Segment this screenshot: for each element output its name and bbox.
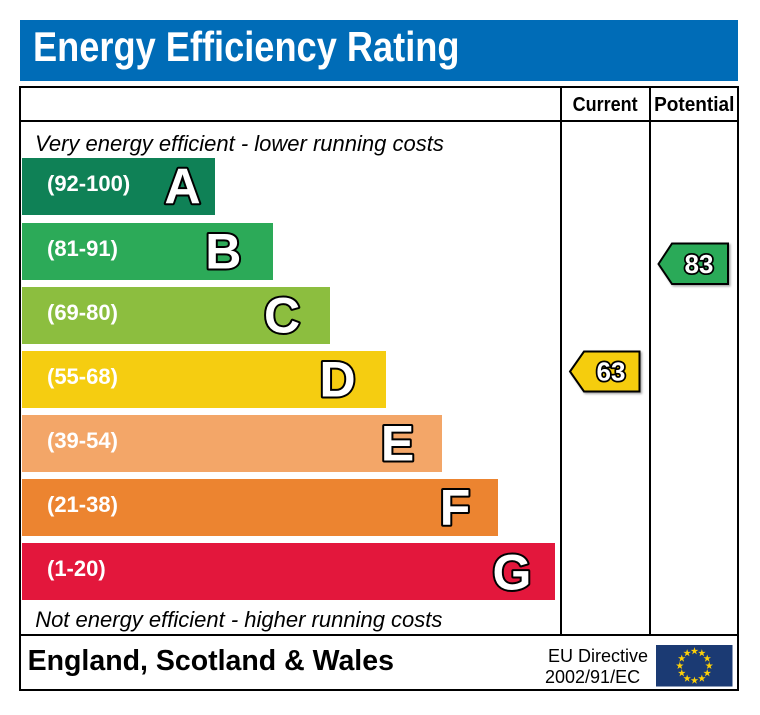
svg-text:D: D bbox=[319, 352, 355, 408]
svg-text:83: 83 bbox=[685, 249, 714, 279]
svg-text:A: A bbox=[164, 159, 200, 215]
svg-text:B: B bbox=[205, 224, 241, 280]
svg-text:C: C bbox=[264, 288, 300, 344]
svg-text:63: 63 bbox=[597, 357, 626, 387]
svg-text:F: F bbox=[440, 480, 471, 536]
svg-text:G: G bbox=[493, 545, 532, 601]
svg-text:E: E bbox=[381, 416, 414, 472]
